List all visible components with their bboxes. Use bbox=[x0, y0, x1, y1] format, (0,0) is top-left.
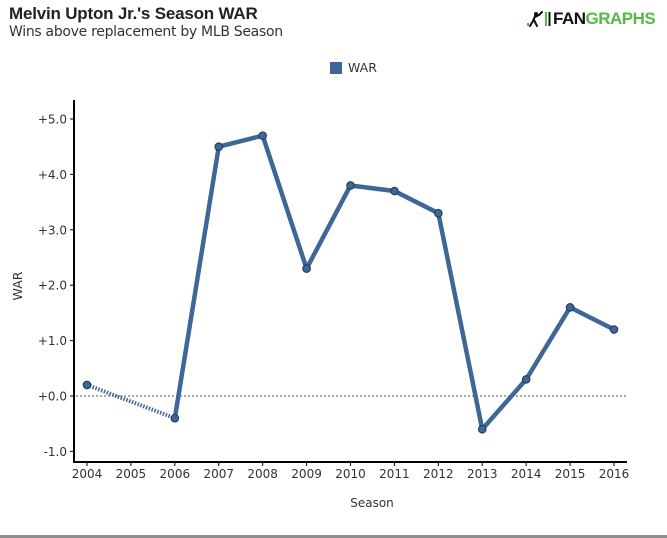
legend-swatch-war bbox=[330, 61, 342, 74]
series-segment bbox=[216, 133, 265, 149]
data-point bbox=[258, 131, 267, 140]
logo-text-graphs: GRAPHS bbox=[585, 9, 656, 28]
y-tick-label: +3.0 bbox=[38, 223, 67, 237]
logo-bars-icon bbox=[545, 12, 551, 26]
series-segment bbox=[436, 210, 485, 432]
data-point bbox=[434, 208, 443, 218]
data-point bbox=[390, 186, 399, 196]
series-segment bbox=[304, 183, 353, 271]
data-point bbox=[214, 142, 224, 151]
series-war bbox=[82, 131, 619, 434]
chart-subtitle: Wins above replacement by MLB Season bbox=[9, 24, 283, 40]
x-tick-label: 2013 bbox=[467, 467, 498, 481]
data-point bbox=[170, 413, 180, 423]
series-segment bbox=[348, 183, 397, 194]
x-tick-label: 2014 bbox=[511, 467, 542, 481]
series-segment bbox=[260, 133, 309, 271]
fangraphs-logo[interactable]: FAN GRAPHS bbox=[527, 9, 656, 29]
y-tick-label: +0.0 bbox=[38, 390, 67, 404]
x-tick-label: 2012 bbox=[423, 467, 454, 481]
chart-title: Melvin Upton Jr.'s Season WAR bbox=[9, 4, 258, 23]
bottom-divider bbox=[0, 535, 667, 538]
series-segment bbox=[172, 144, 221, 421]
legend[interactable]: WAR bbox=[330, 60, 377, 75]
data-point bbox=[302, 264, 311, 273]
x-tick-label: 2007 bbox=[203, 467, 234, 481]
data-point bbox=[521, 375, 531, 384]
data-point bbox=[477, 424, 487, 434]
x-tick-label: 2010 bbox=[335, 467, 366, 481]
y-tick-label: +5.0 bbox=[38, 113, 67, 127]
x-tick-label: 2015 bbox=[555, 467, 586, 481]
axes: +5.0 +4.0 +3.0 +2.0 +1.0 +0.0 -1.0 2004 2005 2006… bbox=[38, 100, 629, 481]
data-point bbox=[609, 325, 619, 334]
logo-text-fan: FAN bbox=[553, 9, 586, 28]
y-tick-label: +1.0 bbox=[38, 334, 67, 348]
data-point bbox=[82, 380, 92, 390]
legend-label-war: WAR bbox=[348, 60, 377, 75]
x-tick-label: 2008 bbox=[247, 467, 278, 481]
data-point bbox=[346, 181, 355, 190]
x-axis-label: Season bbox=[350, 496, 394, 510]
x-tick-label: 2004 bbox=[72, 467, 103, 481]
series-segment bbox=[480, 377, 529, 432]
y-tick-label: -1.0 bbox=[44, 445, 67, 459]
y-axis-label: WAR bbox=[10, 271, 25, 300]
x-tick-label: 2011 bbox=[379, 467, 410, 481]
batter-icon bbox=[527, 11, 543, 27]
series-segment bbox=[392, 188, 441, 216]
x-tick-label: 2005 bbox=[116, 467, 147, 481]
y-tick-label: +4.0 bbox=[38, 168, 67, 182]
series-segment bbox=[523, 305, 573, 382]
x-tick-label: 2006 bbox=[160, 467, 191, 481]
data-point bbox=[565, 303, 575, 312]
x-tick-label: 2016 bbox=[599, 467, 630, 481]
series-gap-segment bbox=[86, 383, 176, 421]
series-segment bbox=[567, 305, 617, 332]
x-tick-label: 2009 bbox=[291, 467, 322, 481]
y-tick-label: +2.0 bbox=[38, 279, 67, 293]
